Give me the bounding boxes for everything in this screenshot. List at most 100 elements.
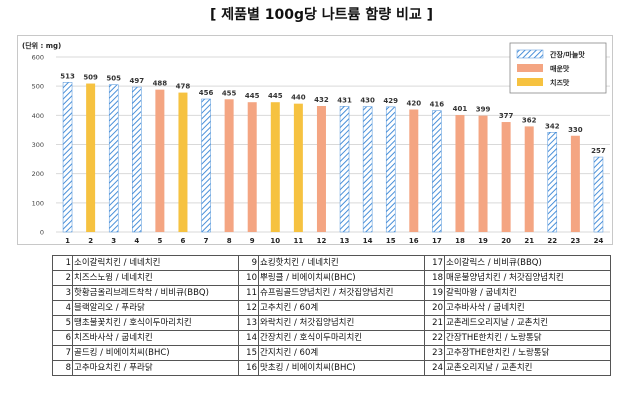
table-row: 6 치즈바사삭 / 굽네치킨 14 간장치킨 / 호식이두마리치킨 22 간장THE한치킨… — [52, 330, 611, 346]
bar — [62, 82, 73, 233]
legend-swatch — [517, 64, 543, 72]
product-name: 슈프림골드양념치킨 / 처갓집양념치킨 — [258, 285, 425, 301]
x-tick-label: 21 — [524, 237, 534, 245]
x-tick-label: 16 — [409, 237, 419, 245]
product-number: 4 — [52, 300, 73, 316]
product-number: 7 — [52, 345, 73, 361]
product-name: 소이갈릭치킨 / 네네치킨 — [72, 255, 239, 271]
bar — [501, 122, 511, 232]
bar — [247, 102, 257, 232]
table-row: 2 치즈스노윙 / 네네치킨 10 뿌링클 / 비에이치씨(BHC) 18 매운불양념치킨… — [52, 270, 611, 286]
legend-swatch — [516, 49, 544, 59]
product-name: 간장THE한치킨 / 노랑통닭 — [444, 330, 611, 346]
x-tick-label: 4 — [134, 237, 139, 245]
product-number: 21 — [424, 315, 445, 331]
x-tick-label: 19 — [478, 237, 488, 245]
product-name: 치즈스노윙 / 네네치킨 — [72, 270, 239, 286]
product-number: 20 — [424, 300, 445, 316]
data-label: 455 — [222, 89, 237, 97]
data-label: 330 — [568, 126, 583, 134]
data-label: 432 — [314, 96, 329, 104]
data-label: 430 — [360, 97, 375, 105]
product-name: 고추치킨 / 60계 — [258, 300, 425, 316]
data-label: 342 — [545, 122, 560, 130]
product-name: 간지치킨 / 60계 — [258, 345, 425, 361]
product-number: 15 — [238, 345, 259, 361]
data-label: 362 — [522, 116, 537, 124]
bar — [178, 92, 188, 232]
data-label: 429 — [383, 97, 398, 105]
bar — [362, 106, 373, 233]
product-name: 뿌링클 / 비에이치씨(BHC) — [258, 270, 425, 286]
x-tick-label: 24 — [594, 237, 604, 245]
bar — [293, 103, 303, 233]
product-table: 1 소이갈릭치킨 / 네네치킨 9 쇼킹핫치킨 / 네네치킨 17 소이갈릭스 / 비비큐… — [52, 255, 611, 376]
product-number: 9 — [238, 255, 259, 271]
data-label: 399 — [476, 106, 491, 114]
product-number: 14 — [238, 330, 259, 346]
chart-title: [ 제품별 100g당 나트륨 함량 비교 ] — [210, 7, 433, 23]
data-label: 416 — [430, 101, 445, 109]
x-tick-label: 14 — [363, 237, 373, 245]
x-tick-label: 8 — [227, 237, 232, 245]
product-name: 땡초불꽃치킨 / 호식이두마리치킨 — [72, 315, 239, 331]
x-tick-label: 13 — [340, 237, 350, 245]
product-name: 고추장THE한치킨 / 노랑통닭 — [444, 345, 611, 361]
bar — [201, 98, 211, 233]
product-number: 24 — [424, 360, 445, 376]
data-label: 420 — [406, 100, 421, 108]
x-tick-label: 9 — [250, 237, 255, 245]
product-name: 블랙알리오 / 푸라닭 — [72, 300, 239, 316]
x-tick-label: 3 — [111, 237, 116, 245]
data-label: 478 — [176, 83, 191, 91]
product-number: 5 — [52, 315, 73, 331]
data-label: 445 — [245, 92, 260, 100]
data-label: 431 — [337, 96, 352, 104]
y-tick-label: 500 — [32, 83, 44, 91]
product-number: 8 — [52, 360, 73, 376]
bar — [409, 109, 419, 232]
data-label: 456 — [199, 89, 214, 97]
data-label: 509 — [83, 74, 98, 82]
data-label: 488 — [153, 80, 168, 88]
unit-label: (단위 : mg) — [22, 41, 61, 50]
x-tick-label: 2 — [88, 237, 93, 245]
legend-swatch — [517, 78, 543, 86]
data-label: 497 — [129, 77, 144, 85]
data-label: 257 — [591, 147, 606, 155]
bar — [316, 106, 326, 232]
data-label: 440 — [291, 94, 306, 102]
product-name: 치즈바사삭 / 굽네치킨 — [72, 330, 239, 346]
x-tick-label: 18 — [455, 237, 465, 245]
product-number: 12 — [238, 300, 259, 316]
bar — [270, 102, 280, 232]
table-row: 4 블랙알리오 / 푸라닭 12 고추치킨 / 60계 20 고추바사삭 / 굽네치킨 — [52, 300, 611, 316]
bar — [524, 126, 534, 232]
table-row: 8 고추마요치킨 / 푸라닭 16 맛초킹 / 비에이치씨(BHC) 24 교촌오리지날 … — [52, 360, 611, 376]
product-number: 23 — [424, 345, 445, 361]
product-number: 22 — [424, 330, 445, 346]
bar-chart: (단위 : mg)0100200300400500600513150925053… — [22, 41, 610, 245]
x-tick-label: 6 — [181, 237, 186, 245]
y-tick-label: 300 — [32, 141, 44, 149]
product-name: 교촌오리지날 / 교촌치킨 — [444, 360, 611, 376]
x-tick-label: 7 — [204, 237, 209, 245]
bar — [132, 86, 142, 233]
product-number: 13 — [238, 315, 259, 331]
table-row: 7 골드킹 / 비에이치씨(BHC) 15 간지치킨 / 60계 23 고추장THE한치킨… — [52, 345, 611, 361]
product-name: 매운불양념치킨 / 처갓집양념치킨 — [444, 270, 611, 286]
product-name: 고추마요치킨 / 푸라닭 — [72, 360, 239, 376]
product-name: 와락치킨 / 처갓집양념치킨 — [258, 315, 425, 331]
legend-label: 치즈맛 — [550, 78, 570, 87]
y-tick-label: 100 — [32, 199, 44, 207]
product-name: 갈릭마왕 / 굽네치킨 — [444, 285, 611, 301]
bar — [478, 115, 488, 232]
product-number: 6 — [52, 330, 73, 346]
product-number: 1 — [52, 255, 73, 271]
product-number: 2 — [52, 270, 73, 286]
x-tick-label: 15 — [386, 237, 396, 245]
data-label: 505 — [106, 75, 121, 83]
data-label: 445 — [268, 92, 283, 100]
bar — [455, 115, 465, 232]
table-row: 3 핫황금올리브레드착착 / 비비큐(BBQ) 11 슈프림골드양념치킨 / 처갓집양… — [52, 285, 611, 301]
